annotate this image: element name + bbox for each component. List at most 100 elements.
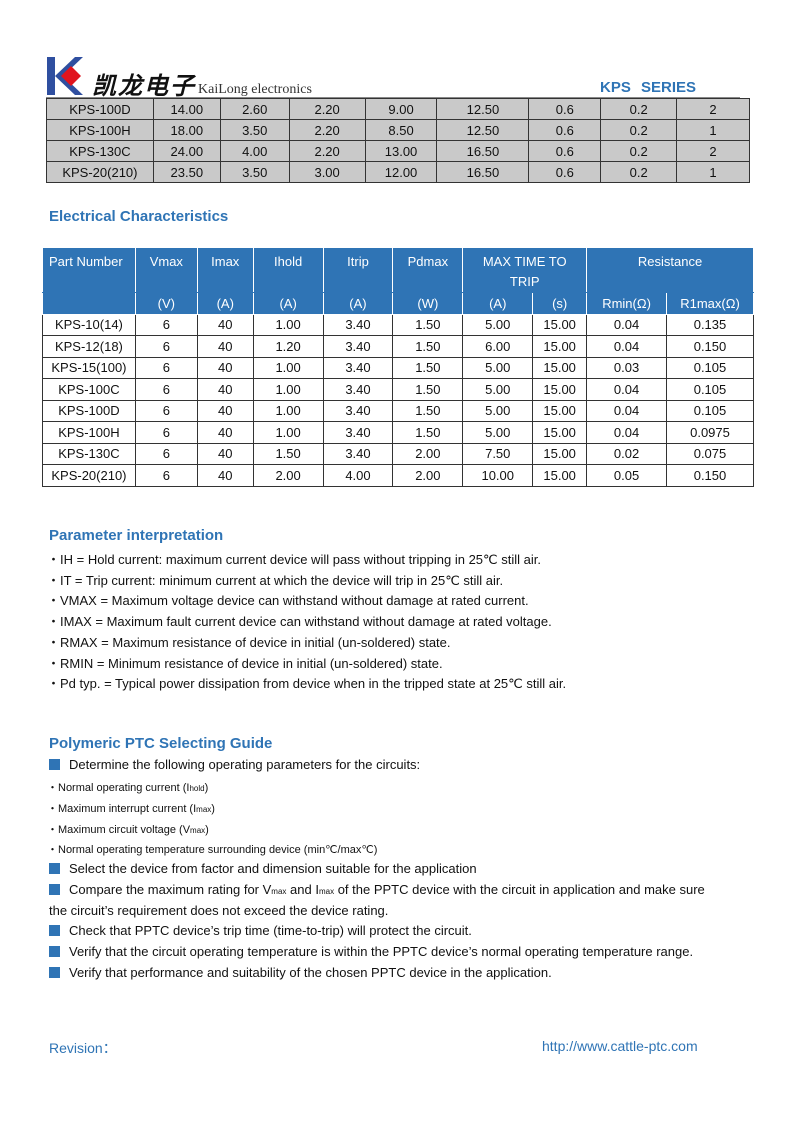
unit-cell: Rmin(Ω) [586,292,667,315]
table-cell: 0.04 [586,421,667,444]
table-cell: 0.6 [528,119,602,141]
table-cell: 1 [676,161,750,183]
table-cell: 16.50 [436,140,530,162]
table-cell: KPS-130C [46,140,154,162]
table-cell: 15.00 [532,464,588,487]
table-cell: 4.00 [219,140,290,162]
table-cell: 0.6 [528,98,602,120]
table-cell: 0.04 [586,335,667,358]
table-cell: 0.03 [586,356,667,379]
table-cell: 1.50 [392,313,464,336]
table-cell: 6 [134,378,198,401]
table-cell: KPS-100H [42,421,136,444]
table-cell: 6 [134,442,198,465]
table-row: KPS-100H 18.00 3.50 2.20 8.50 12.50 0.6 0.2 1 [46,119,750,141]
square-bullet-icon [49,967,60,978]
table-row: KPS-20(210) 6 40 2.00 4.00 2.00 10.00 15.00 0.05… [42,464,754,487]
table-cell: 2 [676,98,750,120]
table-cell: 0.02 [586,442,667,465]
table-cell: 1.20 [252,335,324,358]
table-row: KPS-100D 6 40 1.00 3.40 1.50 5.00 15.00 0.04 0.10… [42,399,754,422]
table-cell: 40 [196,399,254,422]
parameter-item: ・IMAX = Maximum fault current device can… [47,614,552,630]
operating-parameter-item: ・Normal operating current (Ihold) [47,782,209,794]
table-cell: 3.40 [322,399,394,422]
table-cell: 0.04 [586,399,667,422]
table-cell: 1.00 [252,421,324,444]
parameter-item: ・VMAX = Maximum voltage device can withs… [47,593,529,609]
table-row: KPS-130C 24.00 4.00 2.20 13.00 16.50 0.6 0.2 2 [46,140,750,162]
unit-cell: R1max(Ω) [666,292,754,315]
table-cell: 2.20 [288,119,366,141]
units-row: (V) (A) (A) (A) (W) (A) (s) Rmin(Ω) R1max(Ω) [42,292,754,315]
table-cell: 0.150 [666,335,754,358]
table-cell: 6 [134,464,198,487]
square-bullet-icon [49,884,60,895]
guide-step-compare-cont: the circuit’s requirement does not excee… [49,903,389,918]
footer-url-link[interactable]: http://www.cattle-ptc.com [542,1038,698,1054]
table-cell: 40 [196,313,254,336]
table-cell: 5.00 [462,399,534,422]
header-divider [46,97,740,98]
guide-step-temperature: Verify that the circuit operating temper… [49,944,693,959]
table-cell: 0.6 [528,140,602,162]
table-cell: 5.00 [462,421,534,444]
parameter-interpretation-heading: Parameter interpretation [49,527,224,544]
table-cell: 1.50 [252,442,324,465]
table-cell: 24.00 [152,140,221,162]
unit-cell: (A) [252,292,324,315]
header-pdmax: Pdmax [392,247,464,293]
parameter-item: ・RMIN = Minimum resistance of device in … [47,655,443,671]
table-cell: KPS-130C [42,442,136,465]
table-cell: 15.00 [532,421,588,444]
parameter-item: ・Pd typ. = Typical power dissipation fro… [47,676,567,692]
table-cell: 12.50 [436,98,530,120]
table-cell: KPS-100D [42,399,136,422]
table-cell: 15.00 [532,313,588,336]
table-cell: 1.00 [252,356,324,379]
selecting-guide-heading: Polymeric PTC Selecting Guide [49,735,273,752]
table-cell: 0.05 [586,464,667,487]
table-cell: 1.50 [392,378,464,401]
table-cell: 15.00 [532,442,588,465]
table-cell: 2.20 [288,140,366,162]
table-cell: 7.50 [462,442,534,465]
header-ihold: Ihold [252,247,324,293]
unit-cell: (A) [196,292,254,315]
table-row: KPS-130C 6 40 1.50 3.40 2.00 7.50 15.00 0.02 0.07… [42,442,754,465]
table-cell: 0.135 [666,313,754,336]
table-cell: 2.00 [252,464,324,487]
table-cell: 0.0975 [666,421,754,444]
table-cell: 40 [196,464,254,487]
table-cell: 9.00 [364,98,438,120]
table-cell: 2.00 [392,464,464,487]
table-cell: 23.50 [152,161,221,183]
header-imax: Imax [196,247,254,293]
table-cell: 40 [196,335,254,358]
table-row: KPS-100H 6 40 1.00 3.40 1.50 5.00 15.00 0.04 0.09… [42,421,754,444]
square-bullet-icon [49,759,60,770]
table-cell: 0.2 [600,98,678,120]
table-cell: 3.50 [219,161,290,183]
brand-chinese-name: 凯龙电子 [92,71,196,100]
square-bullet-icon [49,925,60,936]
table-cell: 0.105 [666,356,754,379]
table-cell: 0.04 [586,313,667,336]
table-cell: KPS-100H [46,119,154,141]
kailong-logo-icon [47,57,83,95]
table-cell: 6 [134,421,198,444]
operating-parameter-item: ・Maximum circuit voltage (Vmax) [47,823,209,836]
table-cell: 2.00 [392,442,464,465]
table-cell: 1.50 [392,335,464,358]
table-cell: 3.40 [322,335,394,358]
guide-step-compare: Compare the maximum rating for Vmax and … [49,882,705,897]
electrical-characteristics-table: Part Number Vmax Imax Ihold Itrip Pdmax … [42,247,754,487]
table-cell: 12.50 [436,119,530,141]
table-row: KPS-100D 14.00 2.60 2.20 9.00 12.50 0.6 0.2 2 [46,98,750,120]
table-row: KPS-10(14) 6 40 1.00 3.40 1.50 5.00 15.00 0.04 0.… [42,313,754,336]
table-cell: 2 [676,140,750,162]
guide-step-trip-time: Check that PPTC device’s trip time (time… [49,923,472,938]
operating-parameter-item: ・Normal operating temperature surroundin… [47,844,378,857]
table-cell: 1.50 [392,356,464,379]
